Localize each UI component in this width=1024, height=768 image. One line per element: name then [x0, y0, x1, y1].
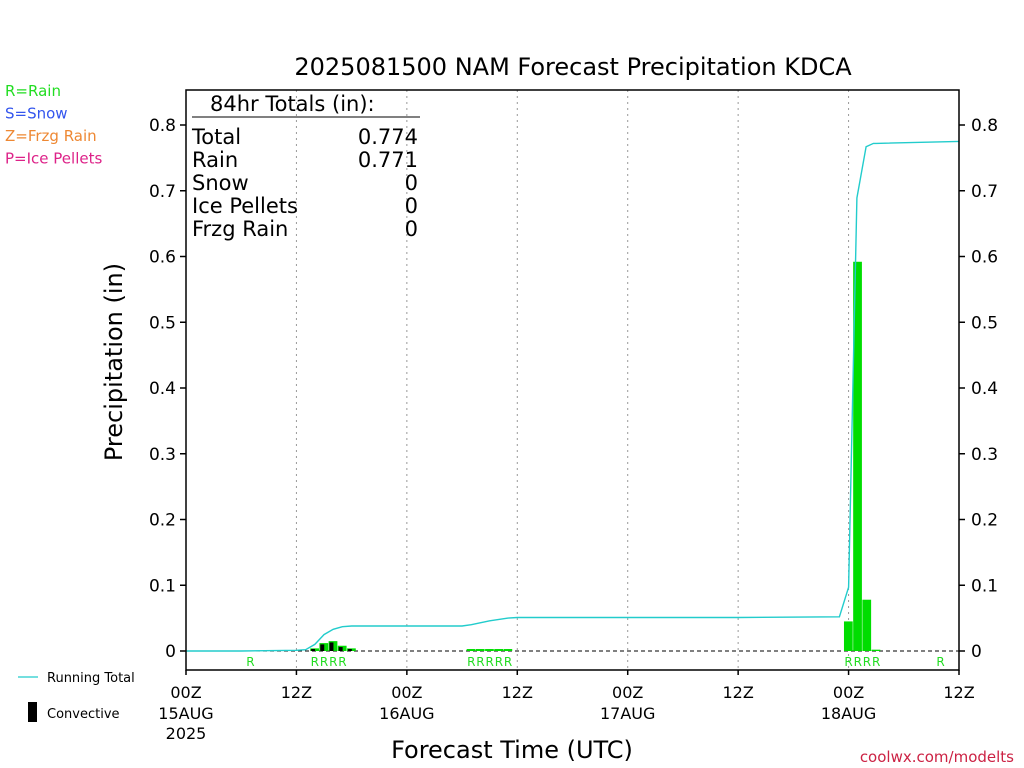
y-tick-label-left: 0.2: [149, 511, 176, 531]
convective-bar: [347, 649, 352, 651]
precip-bar: [485, 649, 494, 651]
precip-bar: [853, 261, 862, 651]
totals-row-value: 0: [405, 171, 418, 195]
totals-row-label: Frzg Rain: [192, 217, 288, 241]
credit-text: coolwx.com/modelts: [860, 748, 1014, 766]
ptype-mark: R: [246, 655, 254, 669]
x-tick-label: 12Z: [722, 683, 753, 702]
y-tick-label-right: 0: [971, 642, 982, 662]
running-total-line: [186, 140, 960, 652]
x-tick-date: 17AUG: [600, 704, 655, 723]
y-tick-label-right: 0.8: [971, 116, 998, 136]
ptype-mark: R: [936, 655, 944, 669]
y-axis-label: Precipitation (in): [100, 263, 128, 461]
y-tick-label-left: 0: [165, 642, 176, 662]
ptype-mark: R: [467, 655, 475, 669]
x-tick-label: 00Z: [170, 683, 201, 702]
ptype-mark: R: [844, 655, 852, 669]
ptype-legend-item: S=Snow: [5, 105, 68, 123]
precip-bar: [475, 649, 485, 651]
ptype-mark: R: [854, 655, 862, 669]
ptype-legend-item: R=Rain: [5, 82, 61, 100]
ptype-mark: R: [863, 655, 871, 669]
ptype-mark: R: [338, 655, 346, 669]
ptype-mark: R: [311, 655, 319, 669]
y-tick-label-right: 0.1: [971, 576, 998, 596]
x-tick-label: 00Z: [391, 683, 422, 702]
x-tick-date: 15AUG: [158, 704, 213, 723]
y-tick-label-right: 0.6: [971, 248, 998, 268]
y-tick-label-right: 0.2: [971, 511, 998, 531]
precip-bar: [466, 649, 476, 651]
running-total-legend-label: Running Total: [47, 671, 135, 686]
y-tick-label-left: 0.8: [149, 116, 176, 136]
ptype-mark: R: [329, 655, 337, 669]
convective-legend-label: Convective: [47, 707, 120, 722]
x-tick-label: 00Z: [833, 683, 864, 702]
y-tick-label-left: 0.1: [149, 576, 176, 596]
x-tick-year: 2025: [166, 724, 207, 743]
precip-bar: [494, 649, 504, 651]
precip-bar: [862, 599, 872, 651]
x-tick-label: 12Z: [943, 683, 974, 702]
y-tick-label-right: 0.7: [971, 182, 998, 202]
totals-row-label: Rain: [192, 148, 238, 172]
convective-bar: [320, 644, 325, 651]
ptype-mark: R: [320, 655, 328, 669]
y-tick-label-left: 0.7: [149, 182, 176, 202]
totals-row-label: Total: [191, 125, 241, 149]
x-axis-label: Forecast Time (UTC): [391, 736, 633, 764]
y-tick-label-right: 0.3: [971, 445, 998, 465]
precip-bar: [503, 649, 513, 651]
convective-bar: [311, 649, 316, 651]
y-tick-label-right: 0.4: [971, 379, 998, 399]
plot-frame: [185, 89, 960, 671]
ptype-legend-item: P=Ice Pellets: [5, 150, 102, 168]
convective-bar: [338, 647, 343, 651]
totals-row-label: Ice Pellets: [192, 194, 298, 218]
totals-row-value: 0.771: [358, 148, 418, 172]
convective-bar: [329, 642, 334, 651]
ptype-mark: R: [872, 655, 880, 669]
precip-bar: [843, 621, 853, 651]
y-tick-label-left: 0.3: [149, 445, 176, 465]
ptype-mark: R: [504, 655, 512, 669]
precip-bar: [871, 649, 881, 651]
convective-legend-swatch: [28, 702, 37, 722]
x-tick-label: 12Z: [502, 683, 533, 702]
x-tick-date: 18AUG: [821, 704, 876, 723]
ptype-mark: R: [476, 655, 484, 669]
y-tick-label-right: 0.5: [971, 313, 998, 333]
y-tick-label-left: 0.4: [149, 379, 176, 399]
y-tick-label-left: 0.6: [149, 248, 176, 268]
totals-heading: 84hr Totals (in):: [210, 92, 375, 116]
x-tick-label: 00Z: [612, 683, 643, 702]
totals-row-value: 0: [405, 217, 418, 241]
ptype-legend-item: Z=Frzg Rain: [5, 127, 97, 145]
x-tick-label: 12Z: [281, 683, 312, 702]
totals-row-label: Snow: [192, 171, 249, 195]
ptype-mark: R: [495, 655, 503, 669]
chart-title: 2025081500 NAM Forecast Precipitation KD…: [294, 53, 852, 81]
x-tick-date: 16AUG: [379, 704, 434, 723]
y-tick-label-left: 0.5: [149, 313, 176, 333]
totals-row-value: 0: [405, 194, 418, 218]
totals-row-value: 0.774: [358, 125, 418, 149]
ptype-mark: R: [486, 655, 494, 669]
